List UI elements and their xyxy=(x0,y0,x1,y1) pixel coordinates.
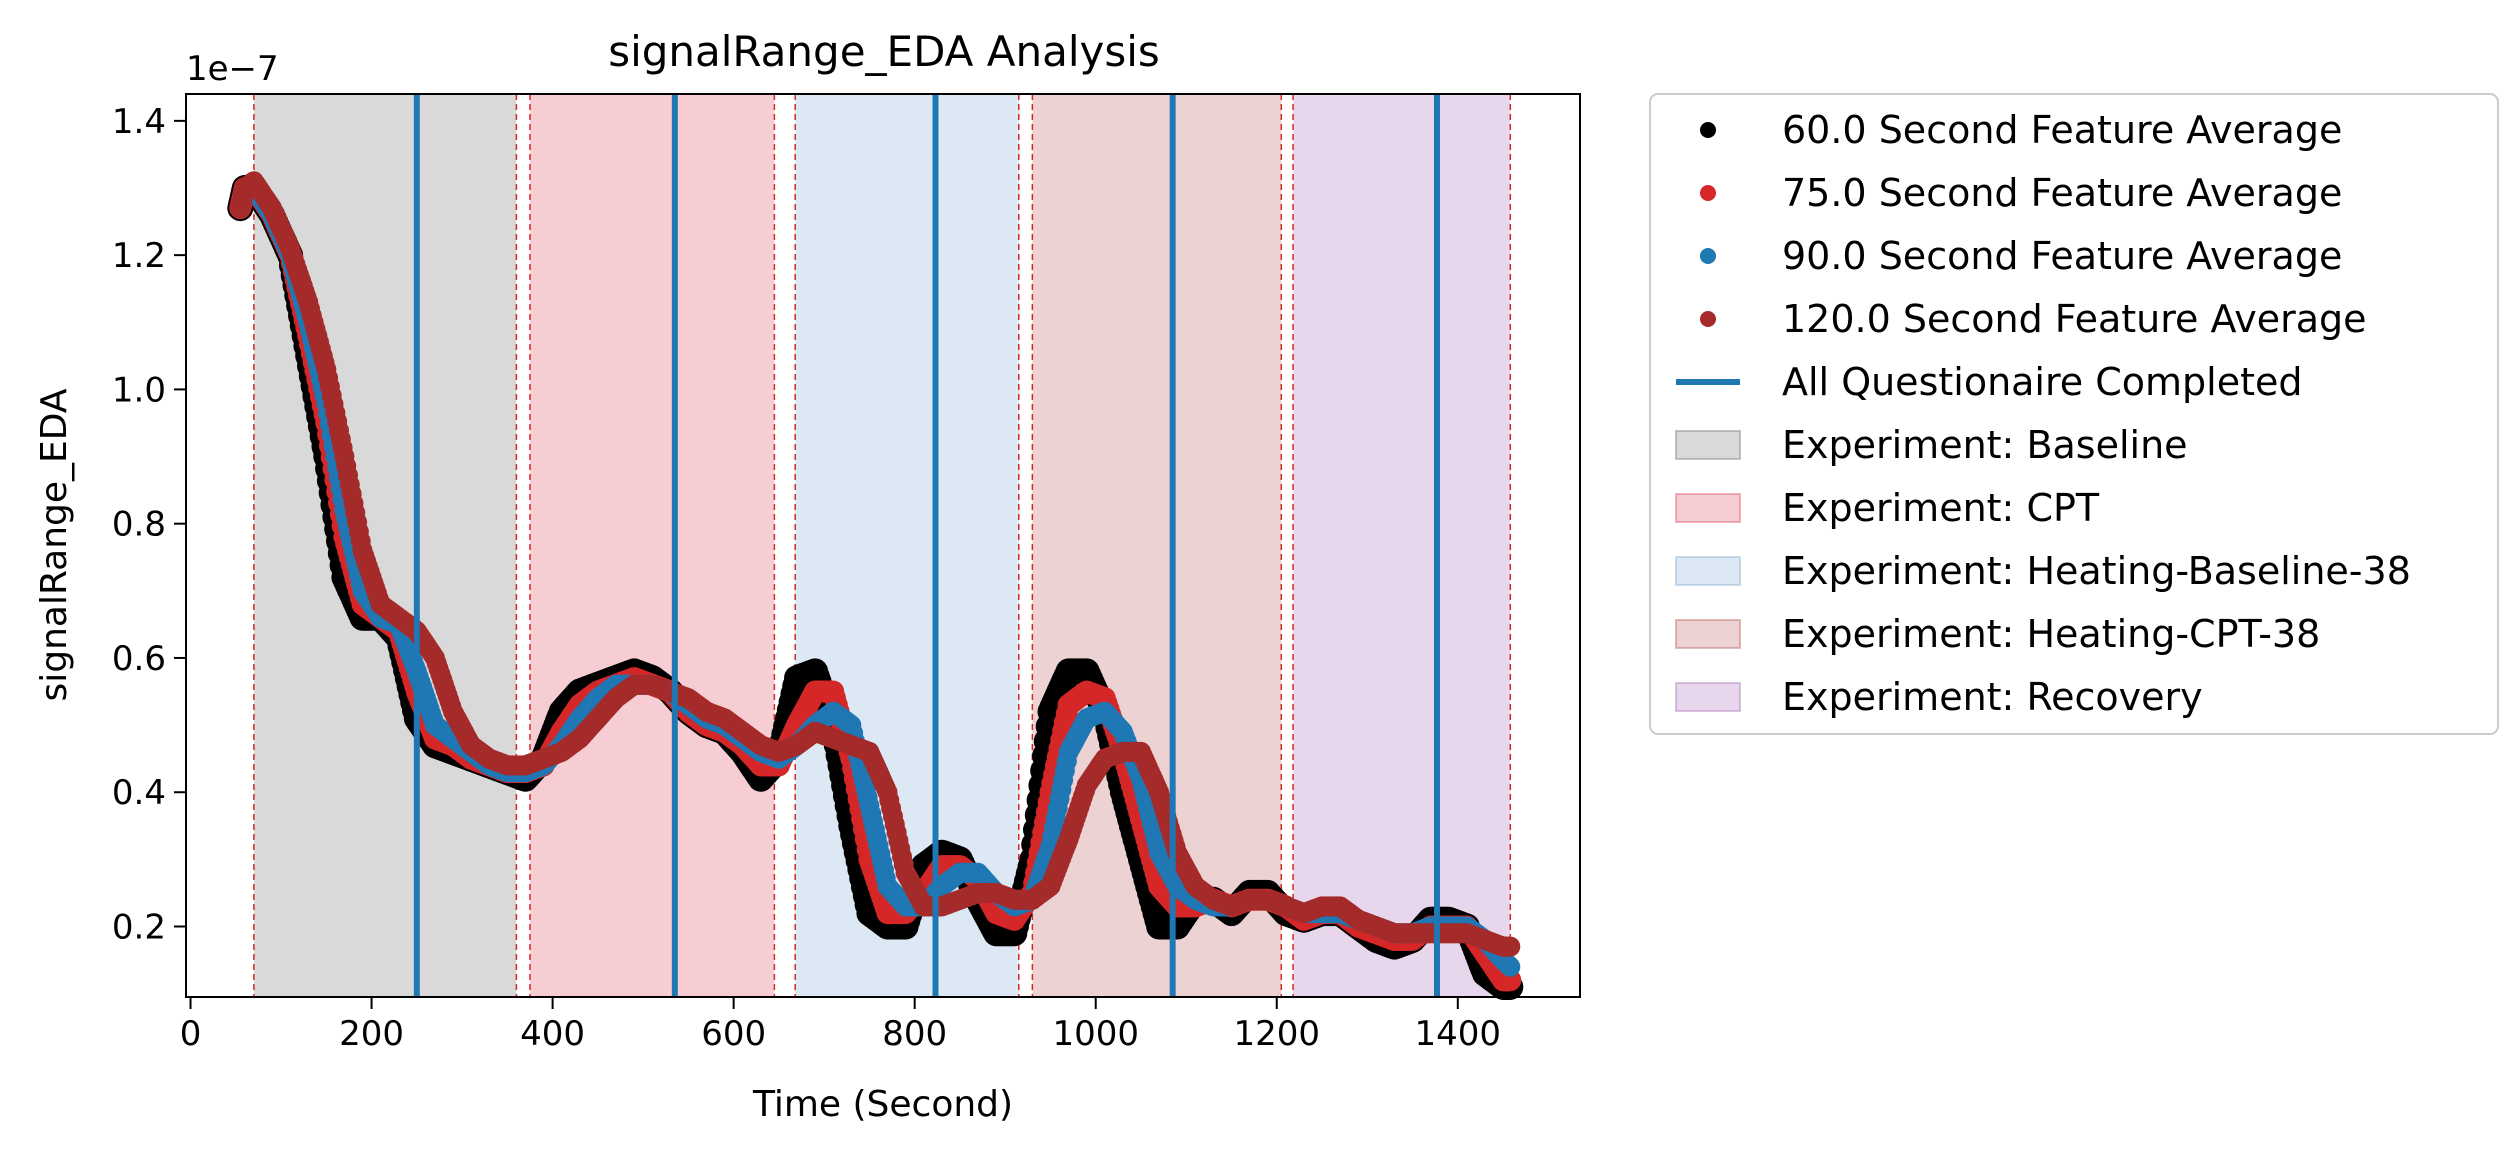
legend-patch xyxy=(1675,619,1741,649)
y-tick-label: 0.8 xyxy=(112,505,166,545)
y-tick-label: 1.0 xyxy=(112,370,166,410)
y-tick-label: 0.4 xyxy=(112,773,166,813)
legend-label: Experiment: Heating-Baseline-38 xyxy=(1782,549,2411,593)
x-tick-label: 200 xyxy=(339,1014,404,1054)
y-axis-label: signalRange_EDA xyxy=(34,388,75,701)
legend-label: 90.0 Second Feature Average xyxy=(1782,234,2342,278)
y-tick-label: 0.2 xyxy=(112,908,166,948)
legend-patch xyxy=(1675,430,1741,460)
y-tick-label: 1.2 xyxy=(112,236,166,276)
plot-frame xyxy=(185,93,1581,998)
legend-label: Experiment: Recovery xyxy=(1782,675,2203,719)
legend-frame xyxy=(1649,93,2499,735)
phase-band-1 xyxy=(529,94,775,997)
phase-band-0 xyxy=(253,94,517,997)
x-tick-label: 400 xyxy=(520,1014,585,1054)
plot-area xyxy=(227,94,1524,1000)
legend-patch xyxy=(1675,556,1741,586)
legend-label: Experiment: Baseline xyxy=(1782,423,2188,467)
series-2-point xyxy=(1500,956,1521,977)
legend-label: 120.0 Second Feature Average xyxy=(1782,297,2367,341)
phase-band-4 xyxy=(1293,94,1511,997)
y-tick-label: 1.4 xyxy=(112,102,166,142)
y-axis: 0.2 0.4 0.6 0.8 1.0 1.2 1.4 xyxy=(112,102,186,948)
legend-label: All Questionaire Completed xyxy=(1782,360,2303,404)
legend-patch xyxy=(1675,682,1741,712)
x-tick-label: 0 xyxy=(180,1014,202,1054)
legend-marker xyxy=(1700,185,1716,201)
x-axis: 0 200 400 600 800 1000 1200 1400 xyxy=(180,997,1501,1054)
legend-marker xyxy=(1700,311,1716,327)
legend-marker xyxy=(1700,122,1716,138)
series-3 xyxy=(230,171,1521,957)
series-3-point xyxy=(1500,936,1521,957)
y-tick-label: 0.6 xyxy=(112,639,166,679)
x-tick-label: 1400 xyxy=(1415,1014,1502,1054)
legend-marker xyxy=(1700,248,1716,264)
chart-title: signalRange_EDA Analysis xyxy=(608,27,1160,76)
legend: 60.0 Second Feature Average 75.0 Second F… xyxy=(1649,93,2499,735)
x-tick-label: 1200 xyxy=(1233,1014,1320,1054)
y-offset-label: 1e−7 xyxy=(186,49,279,89)
legend-label: 75.0 Second Feature Average xyxy=(1782,171,2342,215)
x-axis-label: Time (Second) xyxy=(752,1084,1013,1125)
legend-patch xyxy=(1675,493,1741,523)
x-tick-label: 1000 xyxy=(1052,1014,1139,1054)
legend-label: Experiment: Heating-CPT-38 xyxy=(1782,612,2320,656)
legend-label: 60.0 Second Feature Average xyxy=(1782,108,2342,152)
x-tick-label: 800 xyxy=(882,1014,947,1054)
x-tick-label: 600 xyxy=(701,1014,766,1054)
legend-label: Experiment: CPT xyxy=(1782,486,2100,530)
